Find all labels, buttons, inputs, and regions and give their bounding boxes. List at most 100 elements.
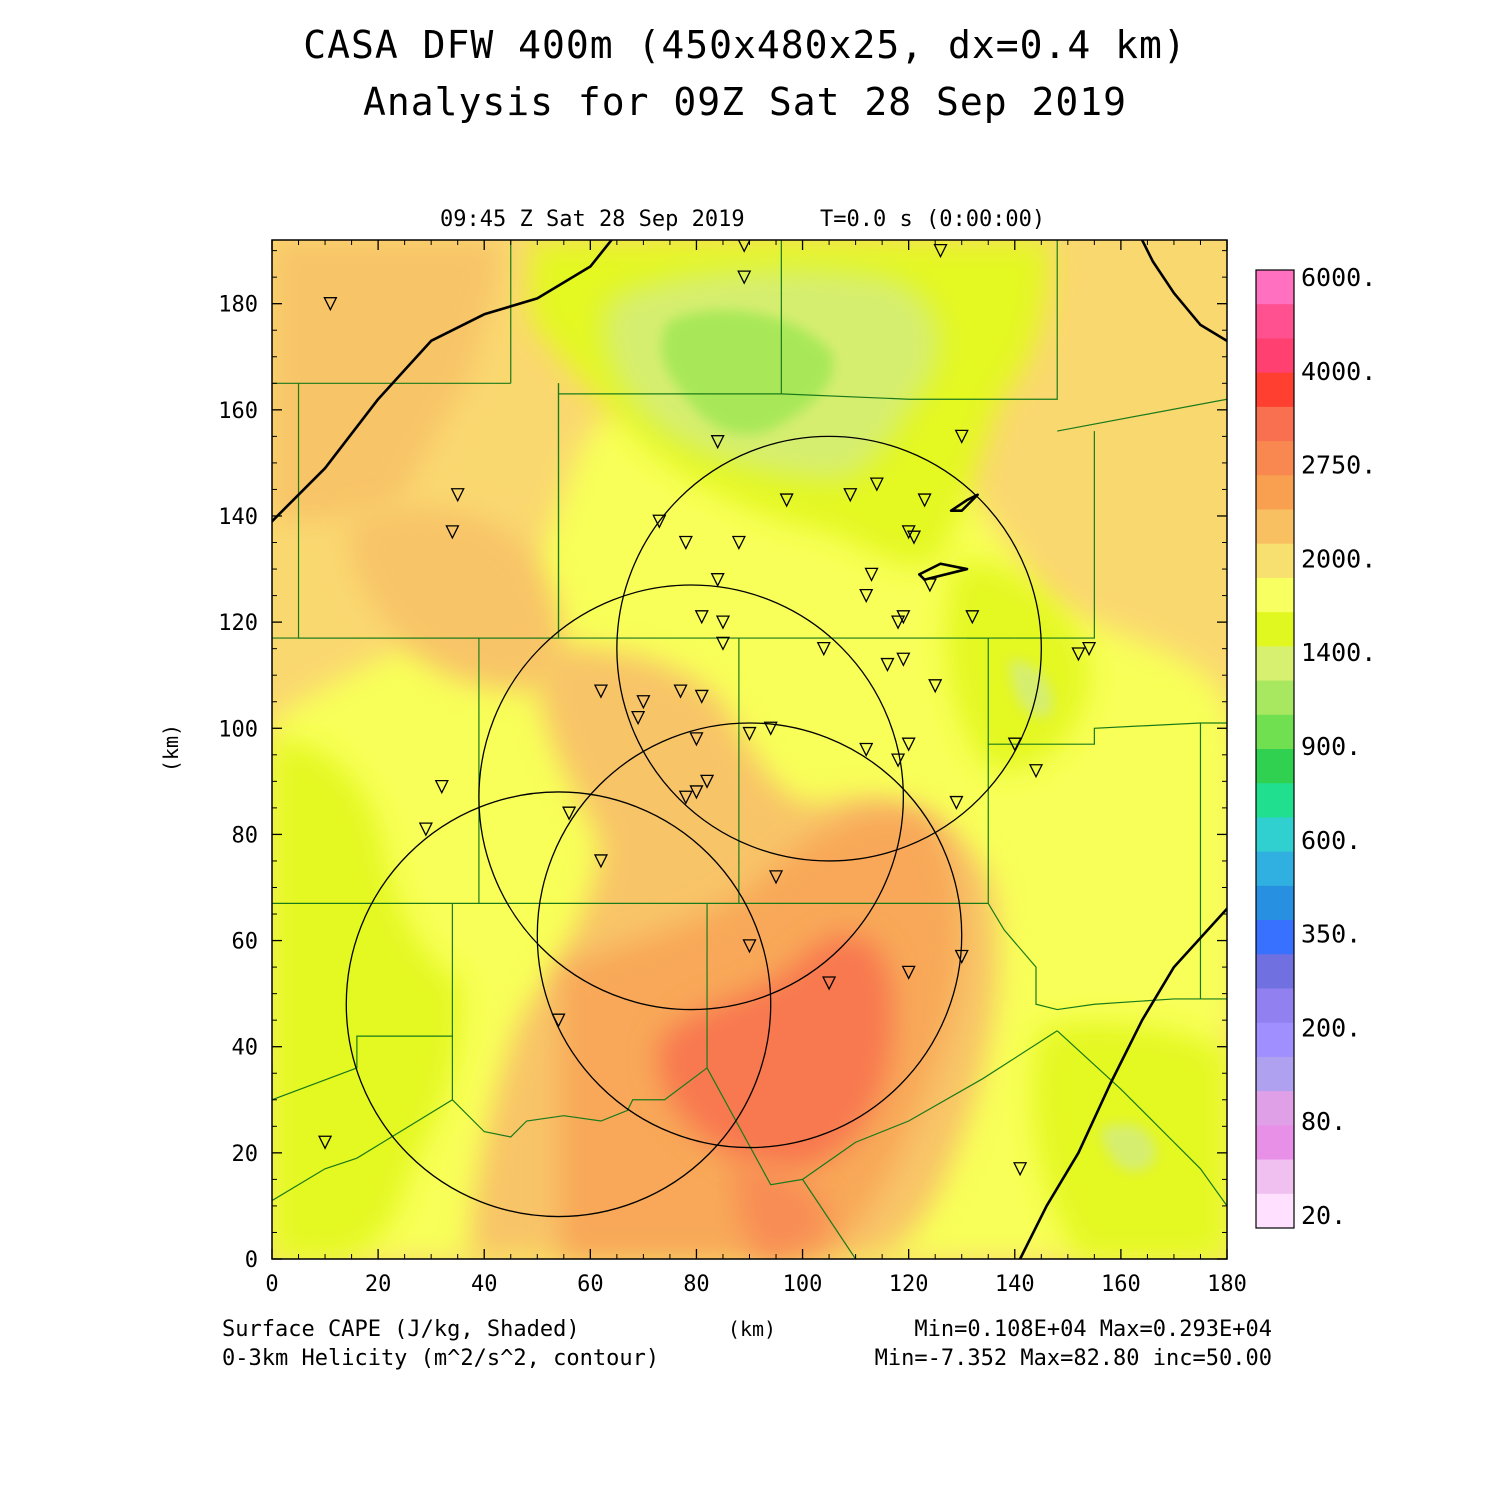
station-marker <box>816 642 831 657</box>
x-tick-label: 20 <box>365 1272 392 1297</box>
colorbar-label: 2000. <box>1301 544 1376 573</box>
colorbar-cell <box>1256 406 1294 442</box>
station-marker <box>694 689 709 704</box>
cape-region-southeast-core <box>1100 1124 1156 1172</box>
x-tick-label: 60 <box>577 1272 604 1297</box>
figure-title-line1: CASA DFW 400m (450x480x25, dx=0.4 km) <box>303 23 1186 67</box>
station-marker <box>737 240 751 253</box>
colorbar-label: 6000. <box>1301 263 1376 292</box>
footer-contour-stats: Min=-7.352 Max=82.80 inc=50.00 <box>875 1346 1272 1371</box>
valid-time-label: 09:45 Z Sat 28 Sep 2019 <box>440 207 745 232</box>
station-marker <box>731 535 746 550</box>
station-marker <box>737 270 752 285</box>
station-marker <box>652 514 667 529</box>
colorbar-cell <box>1256 475 1294 510</box>
y-tick-label: 60 <box>232 930 259 955</box>
colorbar-cell <box>1256 1056 1294 1092</box>
helicity-contour-line <box>272 240 613 523</box>
radar-range-rings <box>345 435 1042 1218</box>
station-marker <box>949 795 964 811</box>
county-line <box>557 240 782 395</box>
colorbar-label: 4000. <box>1301 357 1376 386</box>
county-boundaries <box>272 240 1227 1259</box>
station-marker <box>906 530 922 545</box>
radar-ring <box>616 435 1042 862</box>
cape-region-northwest-orange <box>272 240 500 520</box>
station-marker <box>318 1135 333 1150</box>
colorbar-cell <box>1256 270 1294 305</box>
colorbar-cell <box>1256 612 1294 647</box>
station-marker <box>678 790 693 805</box>
y-tick-label: 80 <box>232 823 259 848</box>
county-line <box>706 1030 1058 1186</box>
colorbar-label: 200. <box>1301 1013 1361 1042</box>
colorbar-cell <box>1256 817 1294 853</box>
county-line <box>802 1179 857 1259</box>
station-marker <box>689 785 704 800</box>
station-marker <box>1071 647 1086 662</box>
colorbar-cell <box>1256 885 1294 921</box>
helicity-contour-line <box>949 493 979 512</box>
y-tick-label: 180 <box>218 293 258 318</box>
colorbar-cell <box>1256 646 1294 682</box>
station-marker <box>631 711 646 726</box>
x-tick-label: 160 <box>1101 1272 1141 1297</box>
station-marker <box>710 435 725 450</box>
x-tick-label: 100 <box>783 1272 823 1297</box>
colorbar-cell <box>1256 851 1294 887</box>
plot-axes: 0 20 40 60 80 100 120 140 160 180 0 20 40 60 80 100 120 1… <box>218 240 1247 1297</box>
colorbar-cell <box>1256 1091 1294 1126</box>
colorbar-cell <box>1256 1159 1294 1195</box>
station-marker <box>715 636 731 651</box>
station-marker <box>869 477 884 492</box>
figure-title-line2: Analysis for 09Z Sat 28 Sep 2019 <box>363 80 1127 124</box>
station-marker <box>859 588 874 604</box>
station-marker <box>434 780 449 795</box>
county-line <box>1056 1030 1227 1207</box>
station-marker <box>710 573 725 588</box>
station-marker <box>742 939 757 954</box>
colorbar-cell <box>1256 783 1294 818</box>
cape-region-south-max <box>658 935 893 1171</box>
station-marker <box>891 753 906 768</box>
station-marker <box>954 429 969 444</box>
colorbar-label: 2750. <box>1301 451 1376 480</box>
y-tick-label: 40 <box>232 1036 259 1061</box>
colorbar-label: 1400. <box>1301 638 1376 667</box>
station-marker <box>779 493 794 508</box>
station-marker <box>928 679 943 694</box>
colorbar-cell <box>1256 372 1294 408</box>
colorbar-cell <box>1256 1022 1294 1058</box>
colorbar-cell <box>1256 1125 1294 1161</box>
y-tick-label: 160 <box>218 399 258 424</box>
colorbar-cell <box>1256 680 1294 716</box>
colorbar-cell <box>1256 1193 1294 1229</box>
station-marker <box>445 525 460 540</box>
colorbar-cell <box>1256 577 1294 613</box>
cape-region-east-yellow <box>994 697 1227 1034</box>
colorbar-cell <box>1256 749 1294 784</box>
y-tick-label: 140 <box>218 505 258 530</box>
y-axis-label: (km) <box>159 724 183 772</box>
station-marker <box>843 488 858 503</box>
station-marker <box>694 610 709 625</box>
footer-x-unit: (km) <box>728 1317 776 1341</box>
footer-contour-label: 0-3km Helicity (m^2/s^2, contour) <box>222 1346 659 1371</box>
station-marker <box>822 976 837 991</box>
station-marker <box>1013 1162 1028 1177</box>
station-marker <box>700 774 715 789</box>
county-line <box>272 1036 453 1202</box>
x-tick-label: 120 <box>889 1272 929 1297</box>
station-marker <box>896 610 911 625</box>
station-marker <box>689 732 704 747</box>
station-marker <box>673 684 688 699</box>
x-tick-label: 0 <box>265 1272 278 1297</box>
station-marker <box>450 488 465 503</box>
cape-region-west-lime <box>272 740 462 1259</box>
station-marker <box>593 854 608 869</box>
colorbar-cell <box>1256 714 1294 750</box>
station-marker <box>768 870 784 885</box>
cape-shading <box>272 240 1227 1259</box>
county-line <box>272 637 480 905</box>
